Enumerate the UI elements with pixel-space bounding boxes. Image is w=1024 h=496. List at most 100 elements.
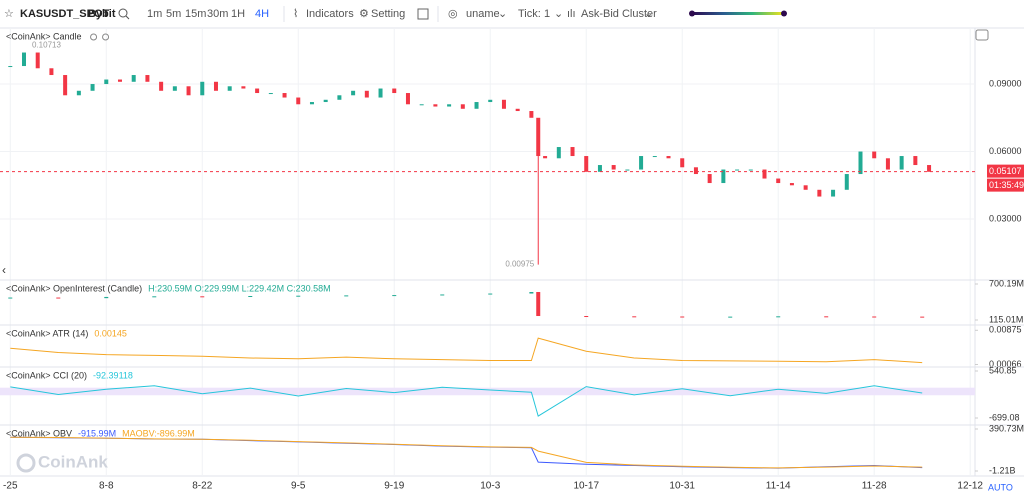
candle <box>776 178 781 184</box>
series-line <box>10 385 923 417</box>
panel-legend: <CoinAnk> CCI (20) <box>6 370 87 380</box>
candle <box>693 167 698 175</box>
collapse-arrow[interactable]: ‹ <box>2 263 6 277</box>
chevron: ⌄ <box>554 8 563 20</box>
candle <box>200 296 205 298</box>
tick-select[interactable]: 1 <box>544 8 550 20</box>
setting-icon: ⚙ <box>359 8 369 20</box>
y-tick-label: 0.06000 <box>989 146 1022 156</box>
candle <box>392 295 397 297</box>
setting-button[interactable]: Setting <box>371 8 405 20</box>
candle <box>611 165 616 170</box>
auto-scale-button[interactable]: AUTO <box>988 482 1013 492</box>
candle <box>584 156 589 172</box>
cci-band <box>0 387 975 396</box>
x-tick-label: 10-3 <box>480 481 500 492</box>
y-tick-label: 540.85 <box>989 365 1017 375</box>
star-icon[interactable]: ☆ <box>4 8 14 20</box>
x-tick-label: -25 <box>3 481 18 492</box>
candle <box>721 169 726 184</box>
candle <box>748 169 753 171</box>
user-select[interactable]: uname <box>466 8 500 20</box>
interval-button[interactable]: 1m <box>147 8 162 20</box>
heatmap-handle[interactable] <box>781 10 787 17</box>
candle <box>440 294 445 296</box>
candle <box>529 292 534 294</box>
symbol[interactable]: KASUSDT_SPOT <box>20 8 110 20</box>
candle <box>56 297 61 299</box>
series-line <box>10 436 923 469</box>
candle <box>282 93 287 98</box>
series-line <box>10 436 923 469</box>
x-tick-label: 8-8 <box>99 481 114 492</box>
y-tick-label: 0.00875 <box>989 325 1022 335</box>
candle <box>241 86 246 89</box>
candle <box>344 295 349 297</box>
cluster-select[interactable]: Ask-Bid Cluster <box>581 8 657 20</box>
candle <box>474 102 479 109</box>
x-tick-label: 9-5 <box>291 481 306 492</box>
panel-legend: <CoinAnk> Candle <box>6 31 82 41</box>
watermark-logo <box>16 453 36 473</box>
screenshot-button[interactable] <box>975 29 989 41</box>
candle <box>872 151 877 159</box>
interval-button[interactable]: 1H <box>231 8 245 20</box>
x-tick-label: 8-22 <box>192 481 212 492</box>
countdown-tag <box>987 178 1024 192</box>
layout-button[interactable] <box>417 8 429 20</box>
candle <box>296 295 301 297</box>
candle <box>186 86 191 96</box>
candle <box>364 90 369 98</box>
candle <box>447 104 452 107</box>
candle <box>625 169 630 171</box>
candle <box>488 293 493 295</box>
candle <box>920 316 925 318</box>
legend-value: H:230.59M O:229.99M L:229.42M C:230.58M <box>148 283 331 293</box>
interval-button[interactable]: 4H <box>255 8 269 20</box>
cluster-icon: ılı <box>567 8 576 20</box>
candle <box>35 52 40 69</box>
candle <box>597 165 602 172</box>
candle <box>337 95 342 100</box>
candle <box>543 156 548 159</box>
y-tick-label: 0.03000 <box>989 213 1022 223</box>
candle <box>639 156 644 170</box>
candle <box>104 296 109 299</box>
interval-button[interactable]: 30m <box>207 8 228 20</box>
settings-toggle[interactable] <box>102 33 110 41</box>
indicators-button[interactable]: Indicators <box>306 8 354 20</box>
legend-value: -915.99M <box>78 428 116 438</box>
low-label: 0.00975 <box>505 260 534 269</box>
tick-label: Tick: <box>518 8 541 20</box>
candle <box>296 97 301 105</box>
y-tick-label: 115.01M <box>989 314 1023 324</box>
candle <box>680 158 685 168</box>
candle <box>680 316 685 318</box>
price-tag <box>987 164 1024 178</box>
watermark: CoinAnk <box>38 452 108 471</box>
candle <box>584 316 589 318</box>
x-tick-label: 9-19 <box>384 481 404 492</box>
candle <box>21 52 26 67</box>
interval-button[interactable]: 5m <box>166 8 181 20</box>
visibility-toggle[interactable] <box>90 33 98 41</box>
candle <box>899 156 904 170</box>
legend-value: 0.00145 <box>94 328 127 338</box>
candle <box>433 104 438 107</box>
candle <box>556 147 561 159</box>
x-tick-label: 10-17 <box>573 481 599 492</box>
x-tick-label: 11-28 <box>862 481 887 492</box>
search-icon[interactable] <box>118 8 128 18</box>
candle <box>460 104 465 109</box>
candle <box>392 88 397 94</box>
candle <box>200 81 205 96</box>
heatmap-handle[interactable] <box>689 10 695 17</box>
candle <box>913 156 918 166</box>
interval-button[interactable]: 15m <box>185 8 206 20</box>
candle <box>515 108 520 112</box>
countdown-label: 01:35:49 <box>989 180 1024 190</box>
candle <box>268 93 273 95</box>
candle <box>885 158 890 170</box>
candle <box>419 104 424 106</box>
